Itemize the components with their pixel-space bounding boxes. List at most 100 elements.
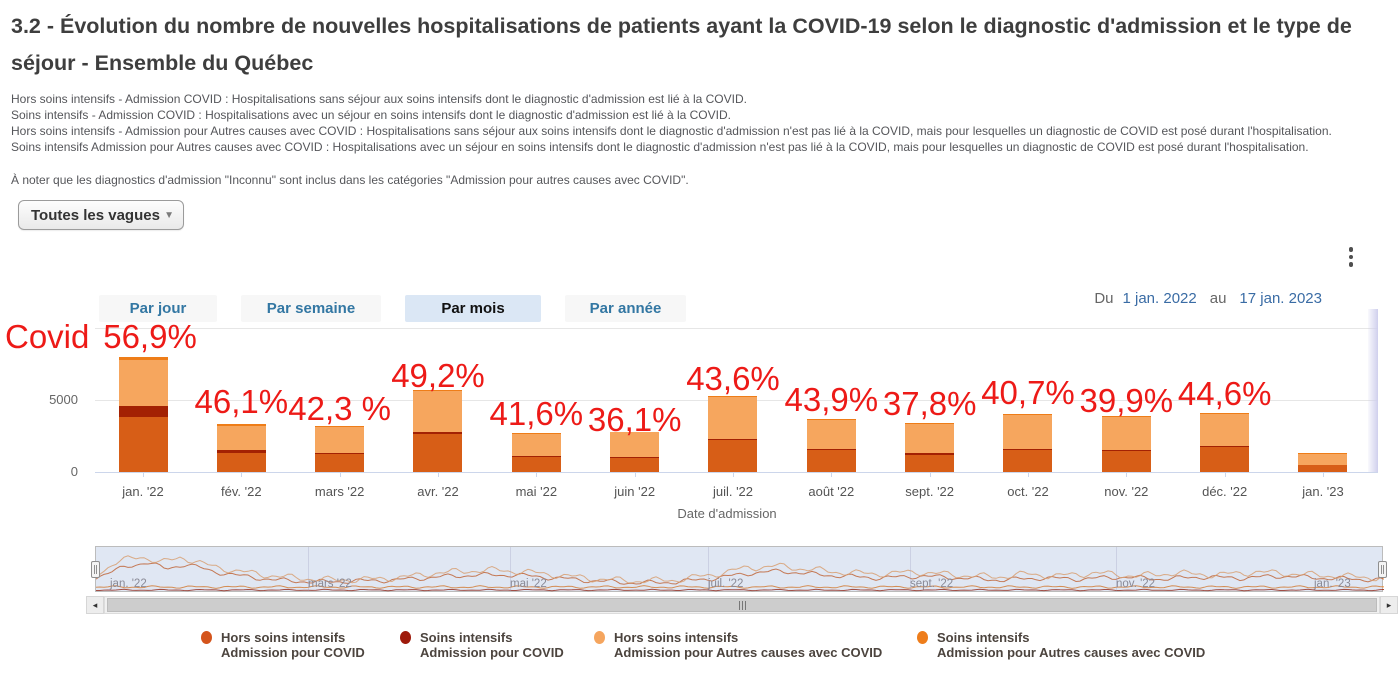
x-axis-tick: [241, 472, 243, 477]
bar-segment-series0: [905, 454, 955, 472]
x-axis-tick: [143, 472, 144, 477]
bar-segment-series2: [610, 432, 660, 458]
bar-juin22[interactable]: [610, 431, 660, 472]
range-navigator[interactable]: jan. '22 mars '22 mai '22 juil. '22 sept. '2…: [91, 546, 1387, 592]
legend-label-line2: Admission pour COVID: [420, 645, 564, 660]
bar-segment-series0: [216, 452, 266, 472]
bar-segment-series1: [1298, 464, 1348, 466]
navigator-axis-label: sept. '22: [910, 578, 954, 590]
navigator-gridline: [1116, 547, 1117, 591]
bar-segment-series1: [413, 431, 463, 435]
covid-percentage-annotation: 41,6%: [489, 395, 584, 432]
description-line: Soins intensifs - Admission COVID : Hosp…: [11, 108, 731, 122]
bar-segment-series2: [511, 433, 561, 456]
navigator-right-handle[interactable]: [1378, 561, 1387, 578]
navigator-left-handle[interactable]: [91, 561, 100, 578]
bar-segment-series2: [216, 425, 266, 451]
bar-segment-series2: [708, 396, 758, 439]
date-range-prefix: Du: [1094, 290, 1114, 307]
navigator-mask[interactable]: [96, 547, 1382, 591]
legend-label-line1: Hors soins intensifs: [221, 630, 346, 645]
bar-jan22[interactable]: [118, 356, 168, 472]
bar-segment-series2: [118, 359, 168, 407]
bar-segment-series3: [806, 418, 856, 420]
bar-segment-series0: [610, 458, 660, 472]
tab-par-mois[interactable]: Par mois: [405, 295, 541, 322]
x-axis-tick: [1322, 472, 1324, 477]
x-axis-tick: [634, 472, 636, 477]
bar-segment-series3: [1003, 414, 1053, 416]
chart-card: Par jour Par semaine Par mois Par année Du 1…: [0, 238, 1400, 694]
chart-scrollbar[interactable]: ◂ ▸: [86, 596, 1398, 614]
x-axis-label: oct. '22: [1007, 484, 1049, 499]
bar-segment-series1: [216, 450, 266, 453]
chart-description: Hors soins intensifs - Admission COVID :…: [11, 91, 1332, 155]
date-range-conjunction: au: [1209, 290, 1227, 307]
covid-percentage-annotation: 37,8%: [882, 385, 977, 422]
bar-segment-series0: [511, 457, 561, 472]
legend-item-0[interactable]: Hors soins intensifs Admission pour COVID: [201, 630, 365, 660]
navigator-axis-label: nov. '22: [1116, 578, 1156, 590]
y-axis-label: 5000: [49, 392, 78, 407]
legend-label: Hors soins intensifs Admission pour COVID: [221, 630, 365, 660]
bar-segment-series3: [118, 356, 168, 360]
chevron-down-icon: ▼: [164, 209, 174, 221]
waves-select[interactable]: Toutes les vagues ▼: [18, 200, 184, 230]
bar-août22[interactable]: [806, 418, 856, 472]
x-axis-label: juil. '22: [712, 484, 754, 499]
bar-oct22[interactable]: [1003, 414, 1053, 472]
bar-segment-series0: [1298, 465, 1348, 472]
bar-jan23[interactable]: [1298, 453, 1348, 472]
context-menu-button[interactable]: [1341, 243, 1361, 271]
x-axis-tick: [831, 472, 833, 477]
start-date[interactable]: 1 jan. 2022: [1122, 290, 1197, 307]
bar-segment-series0: [1003, 449, 1053, 472]
x-axis-label: sept. '22: [905, 484, 955, 499]
bar-mars22[interactable]: [315, 425, 365, 472]
scroll-right-button[interactable]: ▸: [1380, 596, 1398, 614]
legend-item-3[interactable]: Soins intensifs Admission pour Autres cau…: [917, 630, 1205, 660]
tab-par-semaine[interactable]: Par semaine: [241, 295, 381, 322]
bar-juil22[interactable]: [708, 395, 758, 472]
scroll-left-button[interactable]: ◂: [86, 596, 104, 614]
description-line: Hors soins intensifs - Admission COVID :…: [11, 92, 747, 106]
bar-segment-series3: [610, 431, 660, 433]
bar-segment-series0: [1200, 447, 1250, 472]
bar-segment-series0: [1101, 450, 1151, 472]
covid-percentage-annotation: 46,1%: [194, 383, 289, 420]
x-axis-label: mai '22: [515, 484, 558, 499]
end-date[interactable]: 17 jan. 2023: [1239, 290, 1322, 307]
legend-label-line2: Admission pour Autres causes avec COVID: [937, 645, 1206, 660]
page-title: 3.2 - Évolution du nombre de nouvelles h…: [11, 14, 1352, 75]
bar-mai22[interactable]: [511, 433, 561, 472]
legend-item-1[interactable]: Soins intensifs Admission pour COVID: [400, 630, 564, 660]
bar-segment-series1: [905, 453, 955, 455]
legend-item-2[interactable]: Hors soins intensifs Admission pour Autre…: [594, 630, 882, 660]
x-axis-label: fév. '22: [221, 484, 262, 499]
covid-percentage-annotation: 39,9%: [1079, 382, 1174, 419]
covid-percentage-annotation: 44,6%: [1177, 375, 1272, 412]
bar-déc22[interactable]: [1200, 412, 1250, 472]
bar-segment-series3: [511, 433, 561, 434]
scrollbar-thumb[interactable]: [107, 598, 1377, 612]
x-axis-label: juin '22: [614, 484, 656, 499]
bar-segment-series2: [413, 391, 463, 432]
bar-segment-series1: [118, 406, 168, 417]
navigator-axis-label: jan. '23: [1314, 578, 1351, 590]
bar-fév22[interactable]: [216, 424, 266, 472]
bar-avr22[interactable]: [413, 389, 463, 472]
bar-segment-series0: [708, 440, 758, 472]
scrollbar-track[interactable]: [104, 596, 1380, 614]
bar-sept22[interactable]: [905, 423, 955, 472]
x-axis-label: mars '22: [314, 484, 365, 499]
navigator-sparkline: [96, 555, 1384, 592]
bar-segment-series2: [1101, 416, 1151, 450]
bar-nov22[interactable]: [1101, 415, 1151, 472]
legend-marker-icon: [201, 631, 212, 644]
legend-label-line1: Soins intensifs: [937, 630, 1030, 645]
chart-legend: Hors soins intensifs Admission pour COVID…: [0, 630, 1400, 680]
legend-label: Hors soins intensifs Admission pour Autre…: [614, 630, 882, 660]
tab-par-jour[interactable]: Par jour: [99, 295, 217, 322]
description-line: Hors soins intensifs - Admission pour Au…: [11, 124, 1332, 138]
tab-par-année[interactable]: Par année: [565, 295, 686, 322]
